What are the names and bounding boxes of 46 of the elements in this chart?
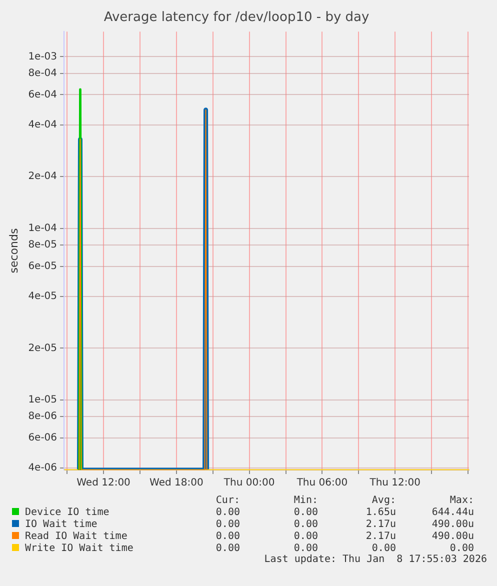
text: 0.00	[214, 530, 240, 542]
text: 2.17u	[364, 530, 396, 542]
text: Min:	[292, 494, 318, 506]
text: 0.00	[292, 506, 318, 518]
y-tick-label: 8e-05	[28, 239, 58, 250]
text: 1.65u	[364, 506, 396, 518]
y-tick-label: 6e-05	[28, 260, 58, 272]
x-tick-label: Thu 06:00	[296, 478, 348, 489]
y-tick-label: 4e-04	[28, 120, 58, 131]
y-tick-label: 4e-06	[28, 462, 58, 474]
y-tick-label: 2e-05	[28, 342, 58, 354]
y-tick-label: 8e-06	[28, 411, 58, 422]
text: 0.00	[214, 518, 240, 530]
legend-label: Read IO Wait time	[24, 530, 128, 542]
text: 0.00	[292, 542, 318, 554]
text: Avg:	[370, 494, 396, 506]
text: 490.00u	[430, 530, 474, 542]
x-tick-label: Thu 00:00	[222, 478, 275, 489]
text: Last update: Thu Jan 8 17:55:03 2026	[264, 554, 487, 565]
y-axis-title: seconds	[7, 228, 20, 274]
text: 2.17u	[364, 518, 396, 530]
chart-title: Average latency for /dev/loop10 - by day	[104, 10, 370, 26]
legend-label: Device IO time	[24, 506, 110, 518]
x-tick-label: Wed 18:00	[150, 478, 204, 489]
y-tick-label: 6e-04	[28, 89, 58, 100]
text: Cur:	[214, 494, 240, 506]
legend-label: Write IO Wait time	[24, 542, 134, 554]
text: 0.00	[214, 506, 240, 518]
text: 0.00	[292, 518, 318, 530]
text: Max:	[448, 494, 474, 506]
y-tick-label: 1e-04	[28, 222, 58, 234]
y-tick-label: 1e-03	[28, 51, 58, 62]
text: 0.00	[370, 542, 396, 554]
text: 0.00	[214, 542, 240, 554]
y-tick-label: 2e-04	[28, 171, 58, 182]
x-tick-label: Wed 12:00	[76, 478, 130, 489]
y-tick-label: 8e-04	[28, 68, 58, 79]
text: 0.00	[292, 530, 318, 542]
text: 644.44u	[430, 506, 474, 518]
text: 0.00	[448, 542, 474, 554]
y-tick-label: 6e-06	[28, 432, 58, 444]
x-tick-label: Thu 12:00	[368, 478, 420, 489]
y-tick-label: 4e-05	[28, 291, 58, 302]
text: 490.00u	[430, 518, 474, 530]
legend-label: IO Wait time	[24, 518, 98, 530]
y-tick-label: 1e-05	[28, 394, 58, 406]
